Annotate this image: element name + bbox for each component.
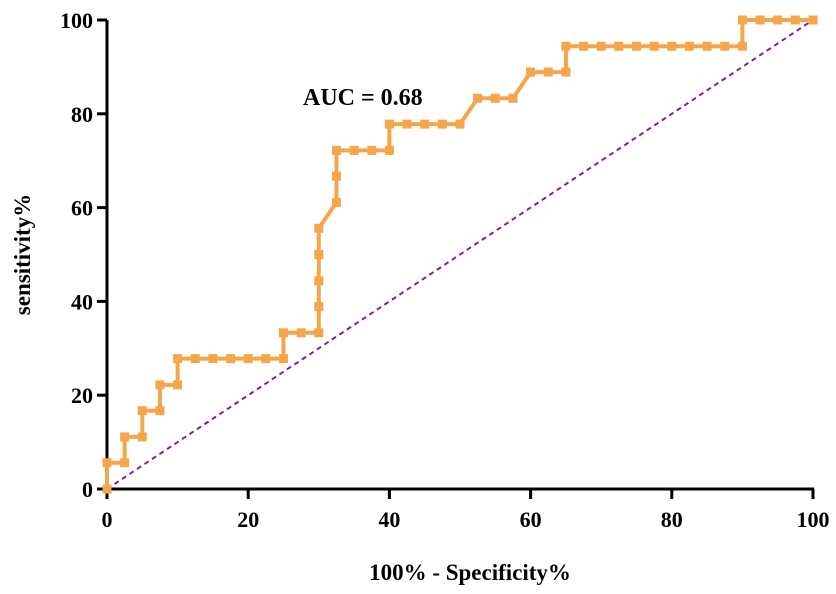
x-tick-label: 20 bbox=[237, 507, 259, 532]
roc-marker bbox=[279, 354, 288, 364]
roc-marker bbox=[120, 432, 130, 442]
roc-marker bbox=[490, 93, 500, 103]
roc-marker bbox=[473, 93, 483, 103]
roc-marker bbox=[190, 354, 200, 364]
y-tick-label: 20 bbox=[71, 383, 93, 408]
roc-marker bbox=[508, 93, 518, 103]
roc-marker bbox=[667, 41, 677, 51]
x-tick-label: 0 bbox=[102, 507, 113, 532]
y-tick-label: 60 bbox=[71, 196, 93, 221]
roc-marker bbox=[649, 41, 659, 51]
roc-marker bbox=[173, 380, 183, 390]
roc-marker bbox=[331, 171, 341, 181]
x-tick-label: 60 bbox=[520, 507, 542, 532]
roc-marker bbox=[314, 328, 324, 338]
roc-marker bbox=[349, 145, 359, 155]
roc-marker bbox=[208, 354, 218, 364]
roc-marker bbox=[314, 302, 324, 312]
roc-marker bbox=[243, 354, 253, 364]
roc-marker bbox=[120, 458, 130, 468]
roc-marker bbox=[808, 15, 818, 25]
roc-marker bbox=[420, 119, 430, 129]
reference-line bbox=[106, 19, 814, 490]
roc-marker bbox=[261, 354, 271, 364]
roc-marker bbox=[720, 41, 730, 51]
roc-marker bbox=[314, 250, 324, 259]
x-tick-label: 80 bbox=[661, 507, 683, 532]
y-tick-label: 80 bbox=[71, 102, 93, 127]
x-tick-label: 40 bbox=[378, 507, 400, 532]
roc-marker bbox=[137, 432, 147, 442]
roc-marker bbox=[102, 458, 112, 468]
y-tick-label: 40 bbox=[71, 289, 93, 314]
roc-marker bbox=[137, 406, 147, 416]
roc-marker bbox=[437, 119, 447, 129]
roc-marker bbox=[226, 354, 236, 364]
roc-marker bbox=[561, 41, 571, 51]
auc-annotation: AUC = 0.68 bbox=[303, 85, 423, 111]
y-tick-label: 100 bbox=[60, 8, 93, 33]
roc-marker bbox=[455, 119, 465, 129]
roc-marker bbox=[526, 67, 536, 77]
roc-marker bbox=[314, 276, 324, 286]
roc-marker bbox=[579, 41, 589, 51]
roc-marker bbox=[296, 328, 306, 338]
roc-marker bbox=[543, 67, 553, 77]
roc-marker bbox=[790, 15, 800, 25]
roc-marker bbox=[596, 41, 606, 51]
roc-marker bbox=[737, 15, 747, 25]
roc-marker bbox=[367, 145, 377, 155]
roc-marker bbox=[155, 380, 165, 390]
roc-marker bbox=[331, 145, 341, 155]
roc-curve bbox=[102, 15, 818, 494]
roc-marker bbox=[102, 484, 112, 494]
roc-marker bbox=[384, 119, 394, 129]
roc-marker bbox=[402, 119, 412, 129]
roc-marker bbox=[632, 41, 641, 51]
roc-marker bbox=[279, 328, 288, 338]
roc-marker bbox=[773, 15, 783, 25]
roc-marker bbox=[173, 354, 183, 364]
x-tick-label: 100 bbox=[797, 507, 830, 532]
roc-marker bbox=[614, 41, 624, 51]
roc-marker bbox=[737, 41, 747, 51]
roc-marker bbox=[155, 406, 165, 416]
y-axis-title: sensitivity% bbox=[10, 194, 35, 315]
roc-marker bbox=[331, 197, 341, 207]
roc-marker bbox=[314, 223, 324, 233]
x-axis-title: 100% - Specificity% bbox=[369, 560, 571, 585]
roc-marker bbox=[702, 41, 712, 51]
axes: 0 20 40 60 80 100 0 20 40 60 80 100 bbox=[60, 8, 830, 532]
roc-marker bbox=[384, 145, 394, 155]
y-tick-label: 0 bbox=[82, 477, 93, 502]
roc-marker bbox=[561, 67, 571, 77]
roc-marker bbox=[684, 41, 694, 51]
reference-diagonal bbox=[106, 19, 814, 490]
roc-marker bbox=[755, 15, 765, 25]
